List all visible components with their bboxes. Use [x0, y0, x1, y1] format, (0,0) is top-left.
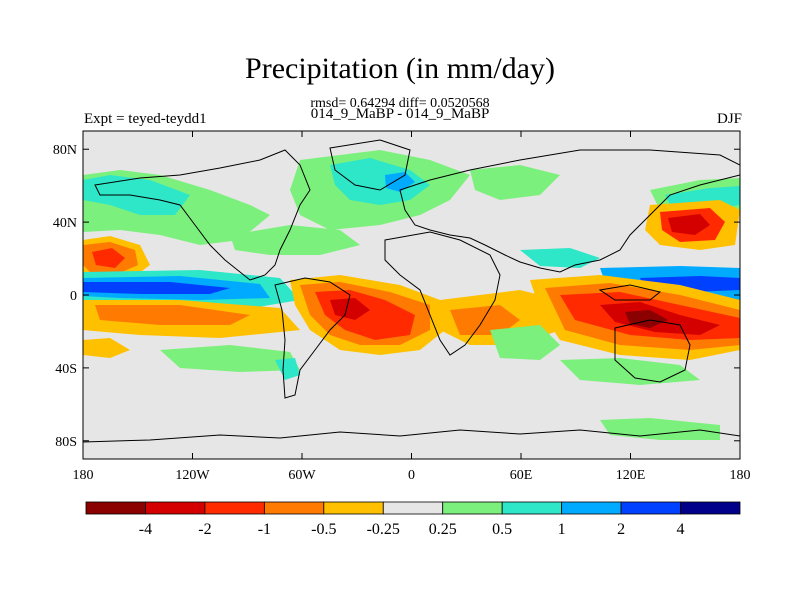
coastline-australia	[614, 319, 691, 383]
y-tick-label: 40N	[53, 216, 77, 231]
colorbar-swatch	[145, 501, 206, 515]
colorbar-swatch	[204, 501, 265, 515]
coastline-antarctica	[83, 429, 740, 443]
field-patch	[83, 282, 230, 294]
colorbar-swatch	[680, 501, 741, 515]
stats-line: rmsd= 0.64294 diff= 0.0520568	[310, 96, 490, 111]
field-patch	[230, 225, 360, 255]
coastline-africa	[384, 231, 501, 356]
colorbar-swatch	[620, 501, 681, 515]
field-patch	[83, 175, 190, 215]
colorbar-label: -4	[139, 521, 152, 538]
x-tick-label: 0	[408, 468, 415, 483]
plot-title: Precipitation (in mm/day)	[245, 52, 555, 85]
x-tick-label: 120E	[616, 468, 646, 483]
coastline-indonesia	[598, 284, 662, 301]
field-patch	[520, 248, 600, 268]
field-patch	[92, 248, 125, 268]
colorbar-label: 2	[617, 521, 625, 538]
colorbar-label: -0.5	[311, 521, 336, 538]
field-patch	[330, 298, 370, 320]
y-axis: 80N 40N 0 40S 80S	[53, 143, 740, 450]
colorbar-label: 0.25	[429, 521, 457, 538]
experiment-label: Expt = teyed-teydd1	[84, 111, 207, 127]
colorbar-label: 1	[558, 521, 566, 538]
x-tick-label: 60E	[510, 468, 533, 483]
x-tick-label: 180	[730, 468, 751, 483]
precip-field	[83, 150, 740, 440]
colorbar-swatch	[501, 501, 563, 515]
x-tick-label: 180	[73, 468, 94, 483]
colorbar-swatch	[561, 501, 622, 515]
x-tick-label: 120W	[175, 468, 210, 483]
field-patch	[95, 305, 250, 325]
coastline-greenland	[329, 139, 411, 191]
coastlines	[83, 139, 740, 443]
y-tick-label: 0	[70, 289, 77, 304]
x-axis: 180 120W 60W 0 60E 120E 180	[73, 131, 751, 483]
colorbar-swatch	[442, 501, 503, 515]
colorbar-label: -0.25	[367, 521, 400, 538]
colorbar-swatch	[263, 501, 325, 515]
colorbar-swatch	[85, 501, 146, 515]
y-tick-label: 80S	[55, 435, 77, 450]
coastline-south-america	[274, 277, 351, 399]
field-patch	[160, 345, 300, 372]
colorbar-label: -2	[198, 521, 211, 538]
colorbar-swatch	[323, 501, 384, 515]
field-patch	[83, 338, 130, 358]
colorbar: -4 -2 -1 -0.5 -0.25 0.25 0.5 1 2 4	[85, 501, 741, 538]
field-patch	[668, 214, 710, 235]
field-patch	[330, 158, 430, 205]
colorbar-label: -1	[258, 521, 271, 538]
colorbar-swatch	[382, 501, 444, 515]
colorbar-label: 4	[677, 521, 685, 538]
field-patch	[490, 325, 560, 360]
field-patch	[470, 165, 560, 200]
coastline-north-america	[94, 149, 311, 281]
x-tick-label: 60W	[288, 468, 316, 483]
y-tick-label: 40S	[55, 362, 77, 377]
field-patch	[275, 358, 300, 380]
colorbar-label: 0.5	[492, 521, 512, 538]
y-tick-label: 80N	[53, 143, 77, 158]
field-patch	[560, 358, 700, 385]
plot-subtitle: 014_9_MaBP - 014_9_MaBP	[310, 106, 490, 122]
field-patch	[450, 305, 520, 335]
coastline-eurasia	[399, 149, 740, 273]
season-label: DJF	[716, 111, 742, 127]
